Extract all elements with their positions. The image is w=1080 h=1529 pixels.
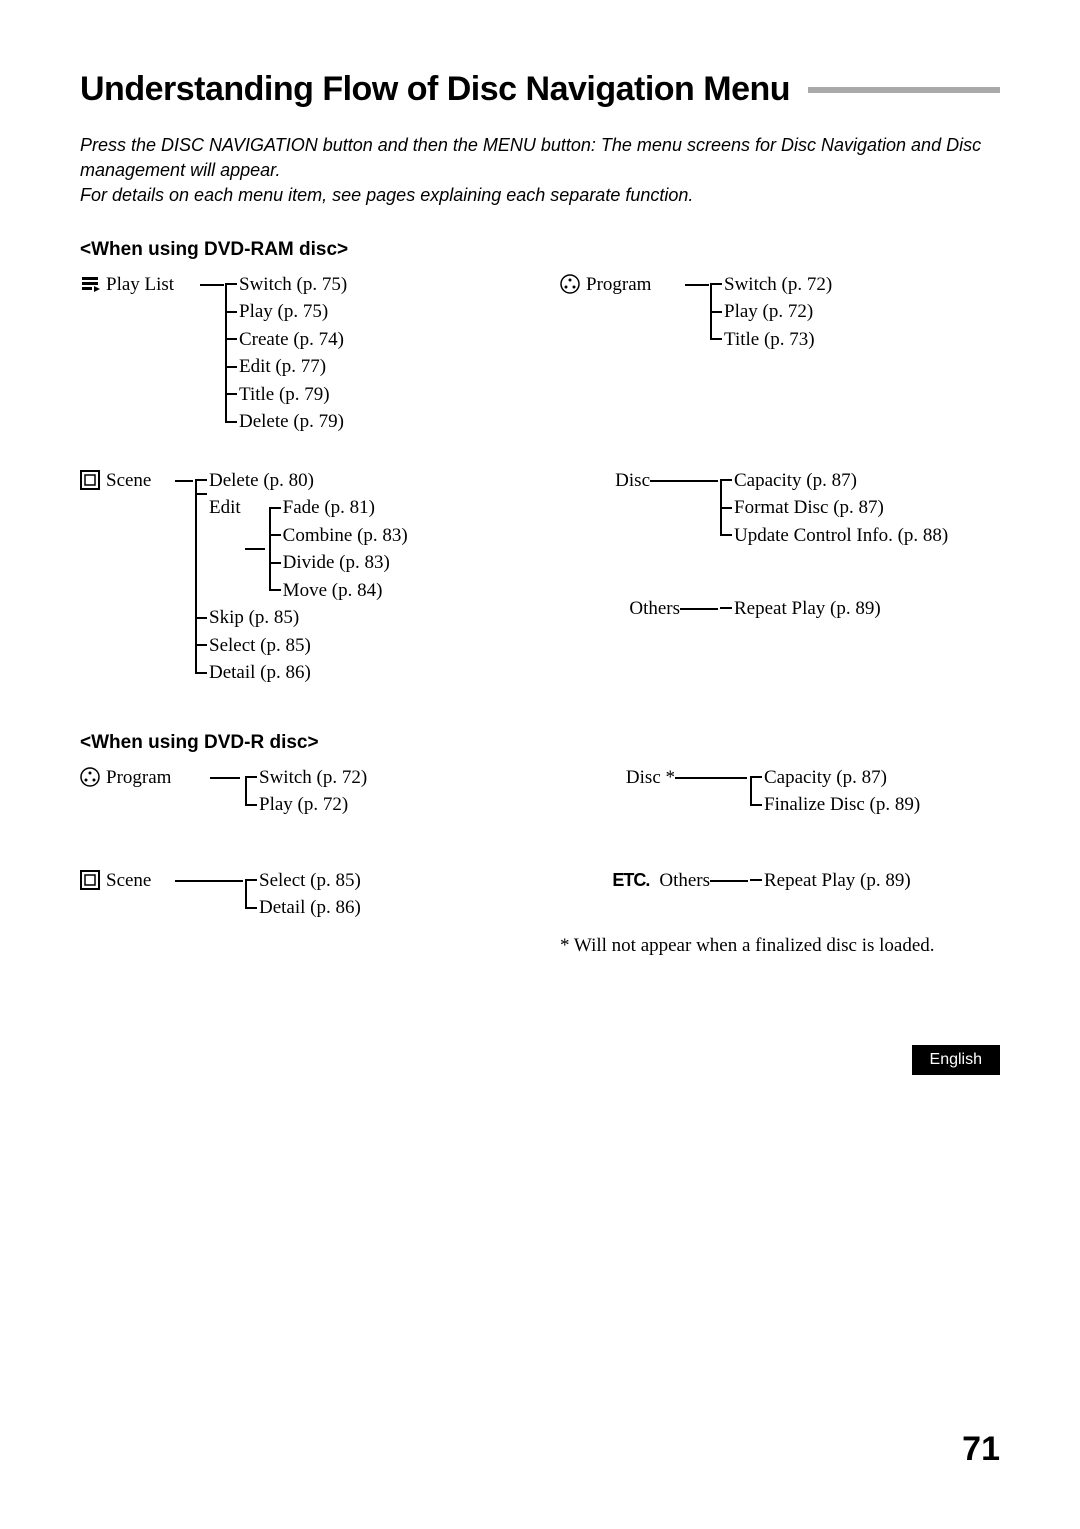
program-label: Program — [586, 271, 651, 299]
page: Understanding Flow of Disc Navigation Me… — [0, 0, 1080, 1529]
disc-r-item: Finalize Disc (p. 89) — [750, 791, 1000, 819]
scene-icon — [80, 870, 100, 890]
program-connector — [685, 284, 709, 286]
menu-scene-r: Scene Select (p. 85) Detail (p. 86) — [80, 867, 520, 927]
playlist-icon — [80, 274, 100, 294]
scene-icon — [80, 470, 100, 490]
scene-item: Detail (p. 86) — [195, 659, 520, 687]
intro-line-2: For details on each menu item, see pages… — [80, 185, 693, 205]
playlist-item: Create (p. 74) — [225, 326, 520, 354]
intro-text: Press the DISC NAVIGATION button and the… — [80, 133, 1000, 209]
ram-right-col: Program Switch (p. 72) Play (p. 72) Titl… — [560, 271, 1000, 720]
playlist-label: Play List — [106, 271, 174, 299]
disc-r-label: Disc * — [626, 764, 675, 792]
program-r-connector — [210, 777, 240, 779]
others-item: Repeat Play (p. 89) — [720, 595, 1000, 623]
scene-r-children: Select (p. 85) Detail (p. 86) — [245, 867, 520, 922]
ram-left-col: Play List Switch (p. 75) Play (p. 75) Cr… — [80, 271, 520, 720]
disc-item: Capacity (p. 87) — [720, 467, 1000, 495]
others-r-item: Repeat Play (p. 89) — [750, 867, 1000, 895]
program-item: Title (p. 73) — [710, 326, 1000, 354]
playlist-item: Switch (p. 75) — [225, 271, 520, 299]
program-item: Play (p. 72) — [710, 298, 1000, 326]
others-label: Others — [629, 595, 680, 623]
intro-line-1: Press the DISC NAVIGATION button and the… — [80, 135, 981, 180]
program-icon — [80, 767, 100, 787]
scene-edit-item: Fade (p. 81) — [269, 494, 408, 522]
scene-edit-item: Combine (p. 83) — [269, 522, 408, 550]
disc-item: Format Disc (p. 87) — [720, 494, 1000, 522]
etc-icon: ETC. — [612, 867, 649, 893]
section-heading-ram: <When using DVD-RAM disc> — [80, 239, 1000, 261]
menu-playlist: Play List Switch (p. 75) Play (p. 75) Cr… — [80, 271, 520, 439]
playlist-connector — [200, 284, 224, 286]
others-connector — [680, 608, 718, 610]
menu-program: Program Switch (p. 72) Play (p. 72) Titl… — [560, 271, 1000, 439]
playlist-item: Play (p. 75) — [225, 298, 520, 326]
r-columns: Program Switch (p. 72) Play (p. 72) Scen… — [80, 764, 1000, 957]
disc-r-children: Capacity (p. 87) Finalize Disc (p. 89) — [750, 764, 1000, 819]
scene-edit-item: Move (p. 84) — [269, 577, 408, 605]
disc-item: Update Control Info. (p. 88) — [720, 522, 1000, 550]
scene-r-item: Detail (p. 86) — [245, 894, 520, 922]
section-heading-r: <When using DVD-R disc> — [80, 732, 1000, 754]
r-left-col: Program Switch (p. 72) Play (p. 72) Scen… — [80, 764, 520, 957]
scene-r-root: Scene — [80, 867, 175, 895]
scene-edit-label: Edit — [209, 494, 241, 604]
scene-r-item: Select (p. 85) — [245, 867, 520, 895]
others-root: Others — [560, 595, 680, 623]
program-r-children: Switch (p. 72) Play (p. 72) — [245, 764, 520, 819]
menu-disc: Disc Capacity (p. 87) Format Disc (p. 87… — [560, 467, 1000, 567]
others-r-label: Others — [659, 867, 710, 895]
scene-r-connector — [175, 880, 243, 882]
title-row: Understanding Flow of Disc Navigation Me… — [80, 70, 1000, 109]
playlist-children: Switch (p. 75) Play (p. 75) Create (p. 7… — [225, 271, 520, 436]
page-number: 71 — [962, 1430, 1000, 1469]
scene-item: Delete (p. 80) — [195, 467, 520, 495]
page-title: Understanding Flow of Disc Navigation Me… — [80, 70, 790, 109]
disc-r-root: Disc * — [560, 764, 675, 792]
scene-r-label: Scene — [106, 867, 151, 895]
scene-edit-item: Divide (p. 83) — [269, 549, 408, 577]
others-r-root: ETC. Others — [560, 867, 710, 895]
footnote: * Will not appear when a finalized disc … — [560, 935, 1000, 957]
menu-others: Others Repeat Play (p. 89) — [560, 595, 1000, 635]
playlist-item: Edit (p. 77) — [225, 353, 520, 381]
r-right-col: Disc * Capacity (p. 87) Finalize Disc (p… — [560, 764, 1000, 957]
program-r-label: Program — [106, 764, 171, 792]
disc-label: Disc — [615, 467, 650, 495]
program-root: Program — [560, 271, 685, 299]
scene-item: Select (p. 85) — [195, 632, 520, 660]
disc-r-connector — [675, 777, 747, 779]
scene-connector — [175, 480, 193, 482]
scene-children: Delete (p. 80) Edit Fade (p. 81) Combine… — [195, 467, 520, 687]
title-rule — [808, 87, 1000, 93]
program-item: Switch (p. 72) — [710, 271, 1000, 299]
ram-columns: Play List Switch (p. 75) Play (p. 75) Cr… — [80, 271, 1000, 720]
program-r-item: Play (p. 72) — [245, 791, 520, 819]
playlist-item: Title (p. 79) — [225, 381, 520, 409]
menu-program-r: Program Switch (p. 72) Play (p. 72) — [80, 764, 520, 839]
scene-item: Skip (p. 85) — [195, 604, 520, 632]
program-r-item: Switch (p. 72) — [245, 764, 520, 792]
playlist-item: Delete (p. 79) — [225, 408, 520, 436]
disc-root: Disc — [560, 467, 650, 495]
disc-children: Capacity (p. 87) Format Disc (p. 87) Upd… — [720, 467, 1000, 550]
scene-edit-row: Edit Fade (p. 81) Combine (p. 83) Divide… — [195, 494, 520, 604]
scene-root: Scene — [80, 467, 175, 495]
menu-others-r: ETC. Others Repeat Play (p. 89) — [560, 867, 1000, 907]
scene-label: Scene — [106, 467, 151, 495]
playlist-root: Play List — [80, 271, 200, 299]
others-children: Repeat Play (p. 89) — [720, 595, 1000, 623]
disc-r-item: Capacity (p. 87) — [750, 764, 1000, 792]
menu-scene: Scene Delete (p. 80) Edit Fade (p. 81) C… — [80, 467, 520, 692]
program-icon — [560, 274, 580, 294]
program-children: Switch (p. 72) Play (p. 72) Title (p. 73… — [710, 271, 1000, 354]
others-r-connector — [710, 880, 748, 882]
others-r-children: Repeat Play (p. 89) — [750, 867, 1000, 895]
menu-disc-r: Disc * Capacity (p. 87) Finalize Disc (p… — [560, 764, 1000, 839]
language-badge: English — [912, 1045, 1000, 1075]
program-r-root: Program — [80, 764, 210, 792]
disc-connector — [650, 480, 718, 482]
